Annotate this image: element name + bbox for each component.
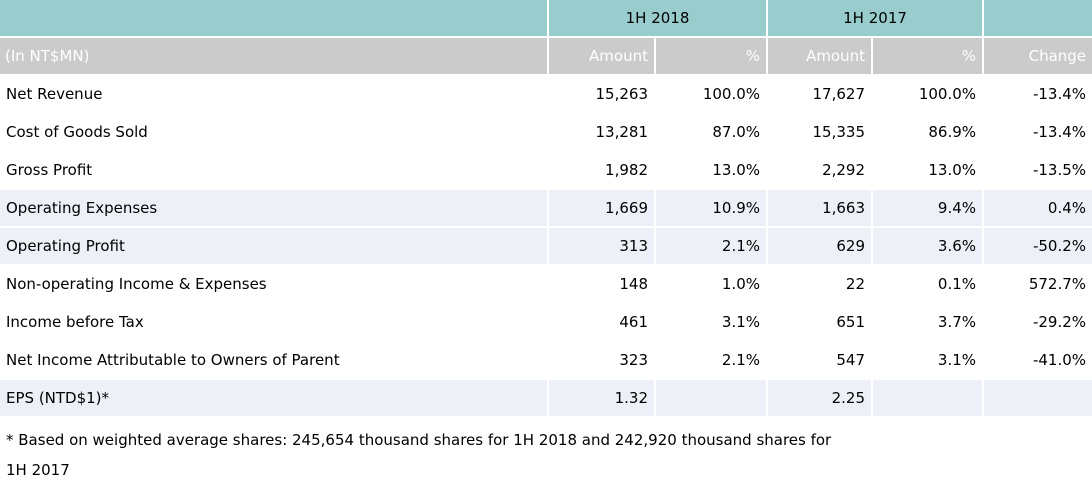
income-statement-table: 1H 2018 1H 2017 (In NT$MN) Amount % Amou…: [0, 0, 1092, 418]
row-label: Net Income Attributable to Owners of Par…: [0, 342, 549, 380]
row-label: Cost of Goods Sold: [0, 114, 549, 152]
change-cell: 0.4%: [984, 190, 1092, 228]
amount-2017-cell: 2,292: [768, 152, 874, 190]
amount-2017-cell: 15,335: [768, 114, 874, 152]
change-cell: -13.4%: [984, 114, 1092, 152]
pct-2018-cell: 10.9%: [656, 190, 769, 228]
change-cell: -41.0%: [984, 342, 1092, 380]
table-row: Net Income Attributable to Owners of Par…: [0, 342, 1092, 380]
footnote: * Based on weighted average shares: 245,…: [0, 418, 1092, 485]
pct-2018-cell: 1.0%: [656, 266, 769, 304]
table-row: Net Revenue 15,263 100.0% 17,627 100.0% …: [0, 76, 1092, 114]
col-header-pct-2017: %: [873, 38, 985, 76]
column-header-row: (In NT$MN) Amount % Amount % Change: [0, 38, 1092, 76]
amount-2018-cell: 13,281: [549, 114, 656, 152]
pct-2017-cell: 100.0%: [873, 76, 985, 114]
row-label: EPS (NTD$1)*: [0, 380, 549, 418]
pct-2018-cell: 3.1%: [656, 304, 769, 342]
amount-2018-cell: 1,669: [549, 190, 656, 228]
table-row: Operating Expenses 1,669 10.9% 1,663 9.4…: [0, 190, 1092, 228]
amount-2017-cell: 651: [768, 304, 874, 342]
col-header-change: Change: [984, 38, 1092, 76]
pct-2017-cell: [873, 380, 985, 418]
table-row: Cost of Goods Sold 13,281 87.0% 15,335 8…: [0, 114, 1092, 152]
unit-label: (In NT$MN): [0, 38, 549, 76]
change-cell: 572.7%: [984, 266, 1092, 304]
change-cell: -13.5%: [984, 152, 1092, 190]
pct-2017-cell: 3.7%: [873, 304, 985, 342]
period-header-1h2017: 1H 2017: [768, 0, 985, 38]
corner-cell: [0, 0, 549, 38]
change-cell: [984, 380, 1092, 418]
footnote-line-1: * Based on weighted average shares: 245,…: [6, 431, 832, 449]
change-cell: -29.2%: [984, 304, 1092, 342]
pct-2017-cell: 0.1%: [873, 266, 985, 304]
table-row: Gross Profit 1,982 13.0% 2,292 13.0% -13…: [0, 152, 1092, 190]
row-label: Gross Profit: [0, 152, 549, 190]
amount-2018-cell: 1,982: [549, 152, 656, 190]
table-row: EPS (NTD$1)* 1.32 2.25: [0, 380, 1092, 418]
row-label: Operating Profit: [0, 228, 549, 266]
amount-2018-cell: 15,263: [549, 76, 656, 114]
change-header-spacer: [984, 0, 1092, 38]
pct-2017-cell: 3.1%: [873, 342, 985, 380]
col-header-amount-2017: Amount: [768, 38, 874, 76]
row-label: Net Revenue: [0, 76, 549, 114]
col-header-amount-2018: Amount: [549, 38, 656, 76]
row-label: Income before Tax: [0, 304, 549, 342]
pct-2017-cell: 13.0%: [873, 152, 985, 190]
amount-2018-cell: 148: [549, 266, 656, 304]
row-label: Operating Expenses: [0, 190, 549, 228]
amount-2018-cell: 323: [549, 342, 656, 380]
pct-2017-cell: 9.4%: [873, 190, 985, 228]
table-row: Operating Profit 313 2.1% 629 3.6% -50.2…: [0, 228, 1092, 266]
footnote-line-2: 1H 2017: [6, 461, 70, 479]
amount-2018-cell: 461: [549, 304, 656, 342]
amount-2017-cell: 2.25: [768, 380, 874, 418]
amount-2018-cell: 313: [549, 228, 656, 266]
amount-2017-cell: 22: [768, 266, 874, 304]
table-row: Income before Tax 461 3.1% 651 3.7% -29.…: [0, 304, 1092, 342]
table-header: 1H 2018 1H 2017 (In NT$MN) Amount % Amou…: [0, 0, 1092, 76]
pct-2018-cell: 13.0%: [656, 152, 769, 190]
col-header-pct-2018: %: [656, 38, 769, 76]
pct-2018-cell: 100.0%: [656, 76, 769, 114]
amount-2017-cell: 547: [768, 342, 874, 380]
period-header-row: 1H 2018 1H 2017: [0, 0, 1092, 38]
row-label: Non-operating Income & Expenses: [0, 266, 549, 304]
pct-2018-cell: [656, 380, 769, 418]
pct-2018-cell: 2.1%: [656, 342, 769, 380]
pct-2018-cell: 87.0%: [656, 114, 769, 152]
amount-2017-cell: 629: [768, 228, 874, 266]
pct-2017-cell: 86.9%: [873, 114, 985, 152]
change-cell: -50.2%: [984, 228, 1092, 266]
table-body: Net Revenue 15,263 100.0% 17,627 100.0% …: [0, 76, 1092, 418]
pct-2017-cell: 3.6%: [873, 228, 985, 266]
pct-2018-cell: 2.1%: [656, 228, 769, 266]
amount-2017-cell: 17,627: [768, 76, 874, 114]
change-cell: -13.4%: [984, 76, 1092, 114]
table-row: Non-operating Income & Expenses 148 1.0%…: [0, 266, 1092, 304]
amount-2017-cell: 1,663: [768, 190, 874, 228]
amount-2018-cell: 1.32: [549, 380, 656, 418]
period-header-1h2018: 1H 2018: [549, 0, 769, 38]
